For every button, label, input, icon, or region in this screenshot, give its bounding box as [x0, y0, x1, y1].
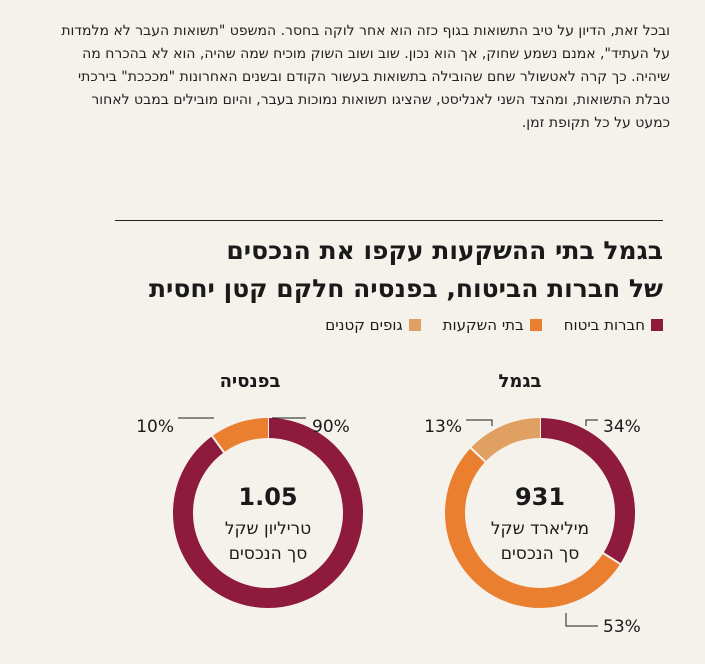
donut-1-separator-1	[210, 434, 226, 454]
donut-0-leader-2	[466, 419, 493, 426]
donut-0-separator-1	[601, 551, 622, 566]
donut-0-leader-1	[565, 613, 598, 627]
donut-0-center-line-2: סך הנכסים	[501, 544, 580, 564]
legend-label-insurance: חברות ביטוח	[563, 316, 645, 334]
chart-headline: בגמל בתי ההשקעות עקפו את הנכסים של חברות…	[115, 232, 663, 308]
divider	[115, 220, 663, 221]
legend-label-investment: בתי השקעות	[442, 316, 524, 334]
donut-0-center-value: 931	[515, 483, 565, 511]
donut-0-slice-1	[445, 447, 621, 608]
donut-1-label-1: 10%	[136, 417, 174, 437]
headline-line-2: של חברות הביטוח, בפנסיה חלקם קטן יחסית	[148, 274, 663, 303]
donut-0-label-2: 13%	[424, 417, 462, 437]
donut-0-center-line-1: מיליארד שקל	[491, 519, 589, 539]
donut-0-leader-0	[585, 419, 598, 426]
donut-0-label-0: 34%	[603, 417, 641, 437]
legend: חברות ביטוח בתי השקעות גופים קטנים	[115, 316, 663, 334]
legend-item-insurance: חברות ביטוח	[564, 316, 663, 334]
donut-0-separator-2	[469, 446, 487, 464]
chart-title-gemel: בגמל	[498, 371, 542, 392]
legend-item-small: גופים קטנים	[325, 316, 421, 334]
chart-title-pension: בפנסיה	[219, 371, 281, 392]
article-paragraph: ובכל זאת, הדיון על טיב התשואות בגוף כזה …	[61, 23, 670, 131]
legend-label-small: גופים קטנים	[325, 316, 403, 334]
legend-swatch-insurance	[651, 319, 663, 331]
legend-swatch-investment	[529, 319, 542, 331]
donut-1-slice-1	[212, 418, 269, 453]
legend-item-investment: בתי השקעות	[443, 316, 542, 334]
donut-1-center-value: 1.05	[238, 483, 297, 511]
donut-1-center-line-2: סך הנכסים	[229, 544, 308, 564]
donut-1-label-0: 90%	[312, 417, 350, 437]
donut-0-slice-2	[470, 418, 541, 462]
donut-1-slice-0	[173, 418, 363, 608]
headline-line-1: בגמל בתי ההשקעות עקפו את הנכסים	[226, 236, 663, 265]
donut-1-center-line-1: טריליון שקל	[225, 519, 311, 539]
legend-swatch-small	[408, 319, 421, 331]
donut-0-slice-0	[539, 418, 635, 564]
donut-0-label-1: 53%	[603, 617, 641, 637]
